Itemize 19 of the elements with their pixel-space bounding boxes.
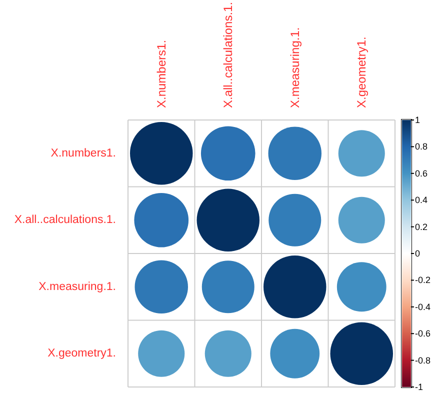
color-bar-label: -0.2 xyxy=(415,275,431,286)
x-tick-label: X.all..calculations.1. xyxy=(221,2,236,108)
color-bar-label: -1 xyxy=(415,382,424,392)
color-bar-label: 0.6 xyxy=(415,168,428,178)
color-bar-label: 0.2 xyxy=(415,222,428,232)
color-bar-label: -0.8 xyxy=(415,355,431,366)
color-bar-label: 1 xyxy=(415,115,420,125)
y-tick-label: X.all..calculations.1. xyxy=(14,214,116,226)
color-bar-label: -0.6 xyxy=(415,328,431,339)
color-bar-label: -0.4 xyxy=(415,302,431,312)
y-tick-label: X.measuring.1. xyxy=(38,280,116,293)
x-tick-label: X.measuring.1. xyxy=(288,27,302,108)
y-tick-label: X.geometry1. xyxy=(48,348,116,360)
x-tick-label: X.numbers1. xyxy=(154,40,168,108)
y-tick-label: X.numbers1. xyxy=(50,147,116,160)
x-tick-label: X.geometry1. xyxy=(354,36,369,108)
color-bar-label: 0.8 xyxy=(415,142,428,152)
color-bar-label: 0.4 xyxy=(415,195,428,206)
color-bar-label: 0 xyxy=(415,248,420,258)
